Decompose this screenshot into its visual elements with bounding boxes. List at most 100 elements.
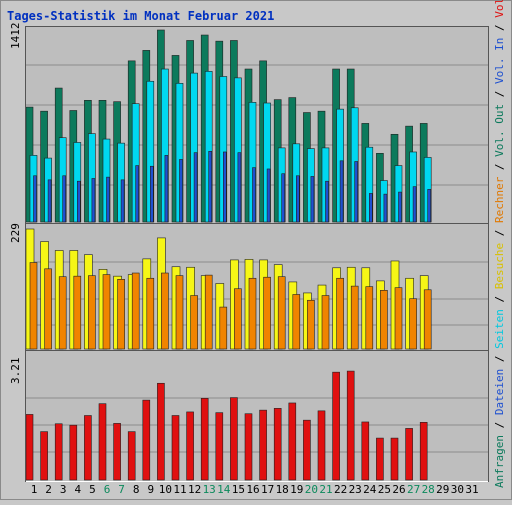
x-label-day-21: 21 [319,483,332,496]
bar-rechner-day-8 [131,272,140,350]
x-label-day-23: 23 [349,483,362,496]
bar-dateien-day-1 [33,175,37,223]
bar-dateien-day-21 [325,180,329,223]
bottom-max-label: 3.21 [9,358,22,385]
bar-volumen-day-14 [215,412,224,481]
bar-dateien-day-6 [106,176,110,223]
bar-dateien-day-26 [398,191,402,223]
bar-dateien-day-28 [427,189,432,223]
legend-segment: Besuche [493,243,506,289]
bar-rechner-day-4 [73,275,82,350]
x-label-day-10: 10 [159,483,172,496]
legend-segment: Volumen [493,0,506,18]
chart-title: Tages-Statistik im Monat Februar 2021 [7,9,274,23]
legend-segment: / [493,18,506,38]
bar-rechner-day-18 [277,276,286,350]
x-label-day-16: 16 [246,483,259,496]
bar-volumen-day-2 [40,431,48,481]
bar-volumen-day-24 [361,421,370,481]
panel-bottom-bg [26,351,488,481]
bar-rechner-day-22 [336,277,344,350]
mid-max-label: 229 [9,223,22,243]
bar-volumen-day-5 [84,415,92,481]
bar-dateien-day-20 [310,176,315,223]
x-label-day-2: 2 [45,483,52,496]
bar-dateien-day-24 [368,193,373,223]
legend-segment: / [493,157,506,177]
legend-segment: / [493,349,506,369]
bar-rechner-day-19 [292,294,301,350]
x-label-day-8: 8 [133,483,140,496]
bar-dateien-day-8 [135,165,139,223]
x-axis-labels: 1 2 3 4 5 6 7 8 9 10 11 12 13 14 15 16 17 18 19 20 21 22 23 24 2… [31,483,479,496]
bar-rechner-day-3 [58,276,67,350]
x-label-day-14: 14 [217,483,231,496]
bar-dateien-day-3 [62,175,67,223]
x-label-day-6: 6 [104,483,111,496]
x-label-day-29: 29 [436,483,449,496]
x-label-day-25: 25 [378,483,391,496]
bar-volumen-day-4 [69,424,78,481]
bars [25,29,432,481]
legend-segment: / [493,84,506,104]
bar-volumen-day-23 [346,370,355,481]
bar-dateien-day-25 [383,193,388,223]
bar-rechner-day-23 [350,285,359,350]
bar-rechner-day-16 [248,277,257,350]
bar-dateien-day-15 [237,152,242,223]
bar-volumen-day-26 [390,437,399,481]
bar-volumen-day-7 [113,423,121,481]
bar-rechner-day-10 [161,272,169,350]
bar-dateien-day-17 [266,168,271,223]
x-label-day-1: 1 [31,483,38,496]
bar-volumen-day-8 [127,431,136,481]
x-label-day-9: 9 [147,483,154,496]
bar-rechner-day-5 [88,275,96,350]
legend-segment: Anfragen [493,435,506,488]
bar-dateien-day-19 [295,175,300,223]
bar-volumen-day-20 [303,419,311,481]
bar-rechner-day-9 [146,277,155,350]
x-label-day-30: 30 [451,483,464,496]
bar-volumen-day-21 [317,410,326,481]
bar-dateien-day-5 [91,178,96,223]
bar-dateien-day-18 [281,173,286,223]
bar-dateien-day-10 [164,155,169,223]
top-max-label: 1412 [9,23,22,50]
bar-rechner-day-24 [365,286,374,350]
x-label-day-11: 11 [173,483,186,496]
bar-dateien-day-4 [77,180,81,223]
bar-volumen-day-3 [54,423,63,481]
bar-volumen-day-19 [288,402,297,481]
bar-volumen-day-10 [157,382,165,481]
bar-dateien-day-9 [150,165,154,223]
legend-segment: / [493,415,506,435]
bar-dateien-day-12 [193,152,198,223]
x-label-day-3: 3 [60,483,67,496]
bar-volumen-day-28 [419,422,428,481]
legend-segment: / [493,223,506,243]
x-label-day-31: 31 [465,483,478,496]
x-label-day-17: 17 [261,483,274,496]
bar-rechner-day-7 [117,279,125,350]
x-label-day-5: 5 [89,483,96,496]
bar-rechner-day-27 [409,298,417,350]
x-label-day-13: 13 [203,483,216,496]
bar-rechner-day-21 [321,295,330,350]
bar-rechner-day-15 [234,288,242,350]
bar-volumen-day-1 [25,414,34,481]
bar-rechner-day-2 [44,268,52,350]
x-label-day-22: 22 [334,483,347,496]
x-label-day-7: 7 [118,483,125,496]
legend-segment: Vol. In [493,38,506,84]
x-label-day-27: 27 [407,483,420,496]
bar-dateien-day-14 [223,151,227,223]
bar-rechner-day-1 [29,262,38,350]
bar-dateien-day-7 [120,179,125,223]
x-label-day-24: 24 [363,483,377,496]
bar-volumen-day-27 [405,428,413,481]
bar-rechner-day-6 [102,274,111,350]
bar-rechner-day-12 [190,295,198,350]
legend-segment: Vol. Out [493,104,506,157]
